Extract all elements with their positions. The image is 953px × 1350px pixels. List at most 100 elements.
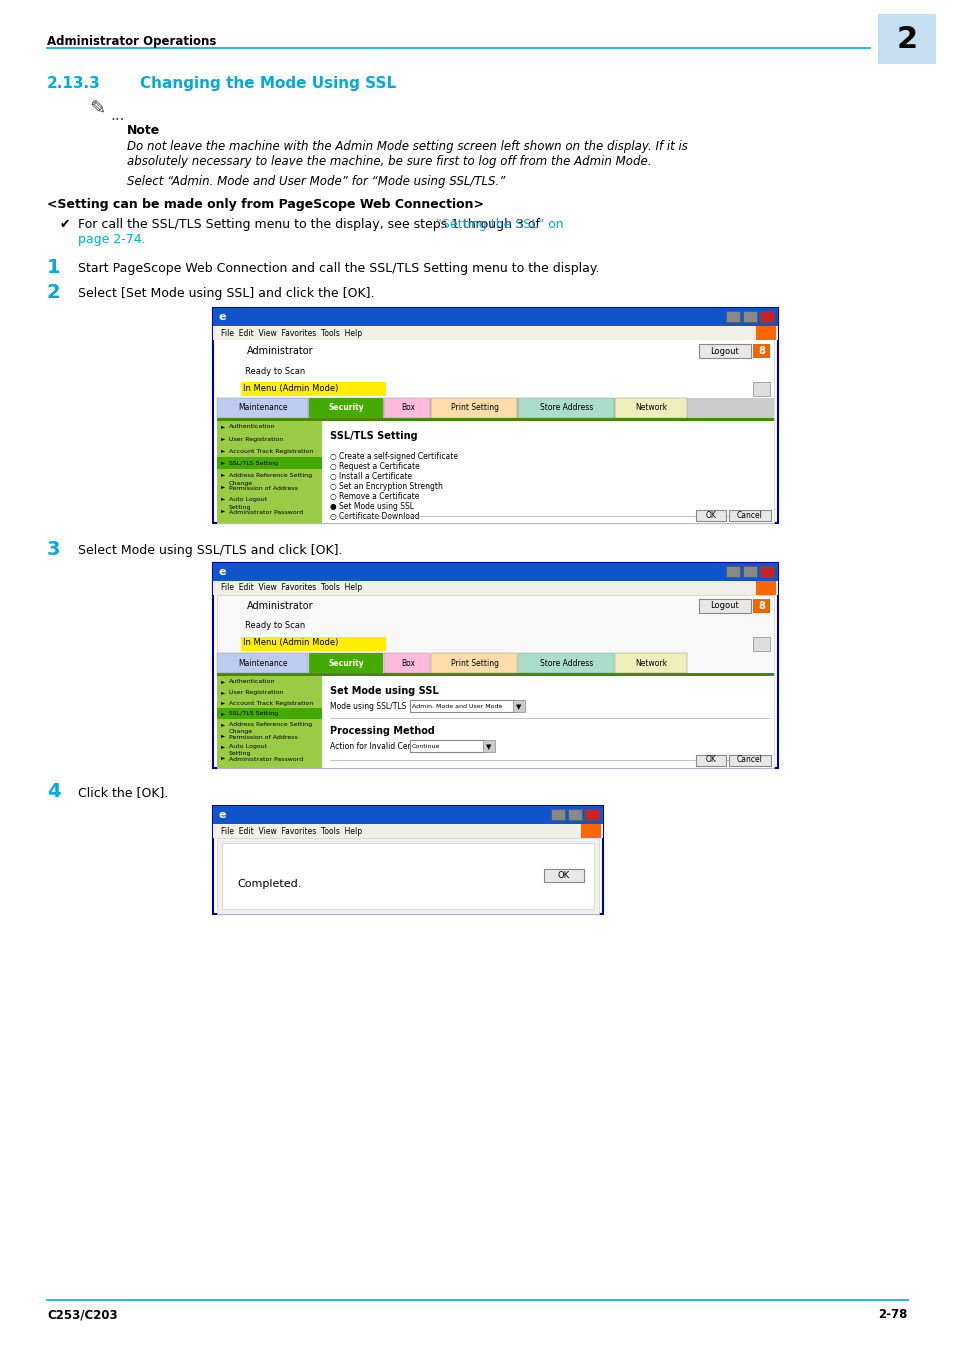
Text: OK: OK [705, 756, 716, 764]
Bar [760, 566, 773, 576]
Bar [216, 340, 773, 362]
Bar [216, 676, 322, 687]
Text: SSL/TLS Setting: SSL/TLS Setting [330, 431, 417, 441]
Text: Logout: Logout [710, 602, 739, 610]
Text: OK: OK [558, 871, 570, 879]
Text: ►: ► [221, 679, 225, 684]
Text: ►: ► [221, 497, 225, 501]
Text: Do not leave the machine with the Admin Mode setting screen left shown on the di: Do not leave the machine with the Admin … [127, 140, 687, 153]
Text: SSL/TLS Setting: SSL/TLS Setting [229, 460, 278, 466]
Text: ✎: ✎ [89, 100, 105, 119]
Text: 3: 3 [47, 540, 60, 559]
Text: Administrator Password: Administrator Password [229, 757, 303, 761]
Text: Maintenance: Maintenance [238, 404, 288, 413]
Text: Security: Security [328, 659, 364, 667]
Bar [216, 653, 308, 674]
Text: Select Mode using SSL/TLS and click [OK].: Select Mode using SSL/TLS and click [OK]… [78, 544, 342, 558]
Text: Note: Note [127, 124, 160, 136]
Bar [325, 676, 773, 768]
Text: Address Reference Setting: Address Reference Setting [229, 722, 312, 728]
Text: Setting: Setting [229, 751, 252, 756]
Bar [696, 755, 725, 765]
Text: Select “Admin. Mode and User Mode” for “Mode using SSL/TLS.”: Select “Admin. Mode and User Mode” for “… [127, 176, 505, 188]
Bar [216, 730, 322, 741]
Bar [216, 468, 322, 481]
Bar [517, 653, 614, 674]
Bar [216, 720, 322, 730]
Bar [216, 687, 322, 698]
Bar [431, 653, 517, 674]
Text: C253/C203: C253/C203 [47, 1308, 117, 1322]
Text: "Setting the SSL" on: "Setting the SSL" on [436, 217, 563, 231]
Text: ▼: ▼ [486, 744, 491, 751]
Bar [615, 398, 686, 418]
Bar [216, 398, 308, 418]
Text: ►: ► [221, 424, 225, 429]
Text: Account Track Registration: Account Track Registration [229, 701, 313, 706]
Text: ● Set Mode using SSL: ● Set Mode using SSL [330, 502, 414, 512]
Bar [752, 344, 769, 358]
Bar [213, 563, 778, 768]
Bar [216, 838, 598, 914]
Text: For call the SSL/TLS Setting menu to the display, see steps 1 through 3 of: For call the SSL/TLS Setting menu to the… [78, 217, 543, 231]
Text: Cancel: Cancel [737, 510, 762, 520]
Text: ○ Create a self-signed Certificate: ○ Create a self-signed Certificate [330, 452, 457, 460]
Bar [742, 310, 757, 323]
Bar [216, 595, 773, 768]
Text: Box: Box [400, 404, 415, 413]
Bar [216, 752, 322, 763]
Text: Changing the Mode Using SSL: Changing the Mode Using SSL [140, 76, 395, 90]
Bar [222, 842, 594, 909]
Bar [213, 325, 778, 340]
Text: In Menu (Admin Mode): In Menu (Admin Mode) [243, 383, 338, 393]
Bar [567, 809, 581, 819]
Bar [216, 418, 773, 421]
Text: Action for Invalid Certificate: Action for Invalid Certificate [330, 743, 437, 751]
Text: Auto Logout: Auto Logout [229, 744, 267, 749]
Text: ►: ► [221, 448, 225, 454]
Text: ►: ► [221, 509, 225, 513]
Bar [513, 701, 524, 711]
Bar [216, 674, 773, 676]
Text: page 2-74.: page 2-74. [78, 234, 146, 246]
Text: User Registration: User Registration [229, 690, 283, 695]
Bar [216, 676, 322, 768]
Bar [325, 421, 773, 522]
Text: ○ Certificate Download: ○ Certificate Download [330, 512, 419, 521]
Text: ►: ► [221, 460, 225, 466]
Bar [213, 806, 602, 824]
Bar [752, 599, 769, 613]
Bar [216, 421, 322, 522]
Text: ○ Request a Certificate: ○ Request a Certificate [330, 462, 419, 471]
Text: Processing Method: Processing Method [330, 726, 435, 736]
Bar [216, 458, 322, 468]
Text: Administrator Operations: Administrator Operations [47, 35, 216, 49]
Bar [760, 310, 773, 323]
Text: Box: Box [400, 659, 415, 667]
Bar [309, 398, 383, 418]
Text: In Menu (Admin Mode): In Menu (Admin Mode) [243, 639, 338, 648]
Text: Permission of Address: Permission of Address [229, 486, 297, 491]
Bar [725, 566, 740, 576]
Bar [543, 869, 583, 882]
Text: 1: 1 [47, 258, 61, 277]
Bar [241, 382, 386, 396]
Text: Admin. Mode and User Mode: Admin. Mode and User Mode [412, 705, 502, 710]
Text: OK: OK [705, 510, 716, 520]
Text: Setting: Setting [229, 505, 252, 509]
Text: Authentication: Authentication [229, 424, 275, 429]
Bar [482, 740, 495, 752]
Bar [213, 824, 602, 838]
Bar [517, 398, 614, 418]
Text: ○ Set an Encryption Strength: ○ Set an Encryption Strength [330, 482, 442, 491]
Text: Ready to Scan: Ready to Scan [245, 366, 305, 375]
Text: Auto Logout: Auto Logout [229, 497, 267, 501]
Text: Change: Change [229, 481, 253, 486]
Text: Click the [OK].: Click the [OK]. [78, 786, 168, 799]
Text: ►: ► [221, 472, 225, 478]
Text: ►: ► [221, 755, 225, 760]
Bar [431, 398, 517, 418]
Bar [615, 653, 686, 674]
Text: 2.13.3: 2.13.3 [47, 76, 101, 90]
Bar [216, 709, 322, 720]
